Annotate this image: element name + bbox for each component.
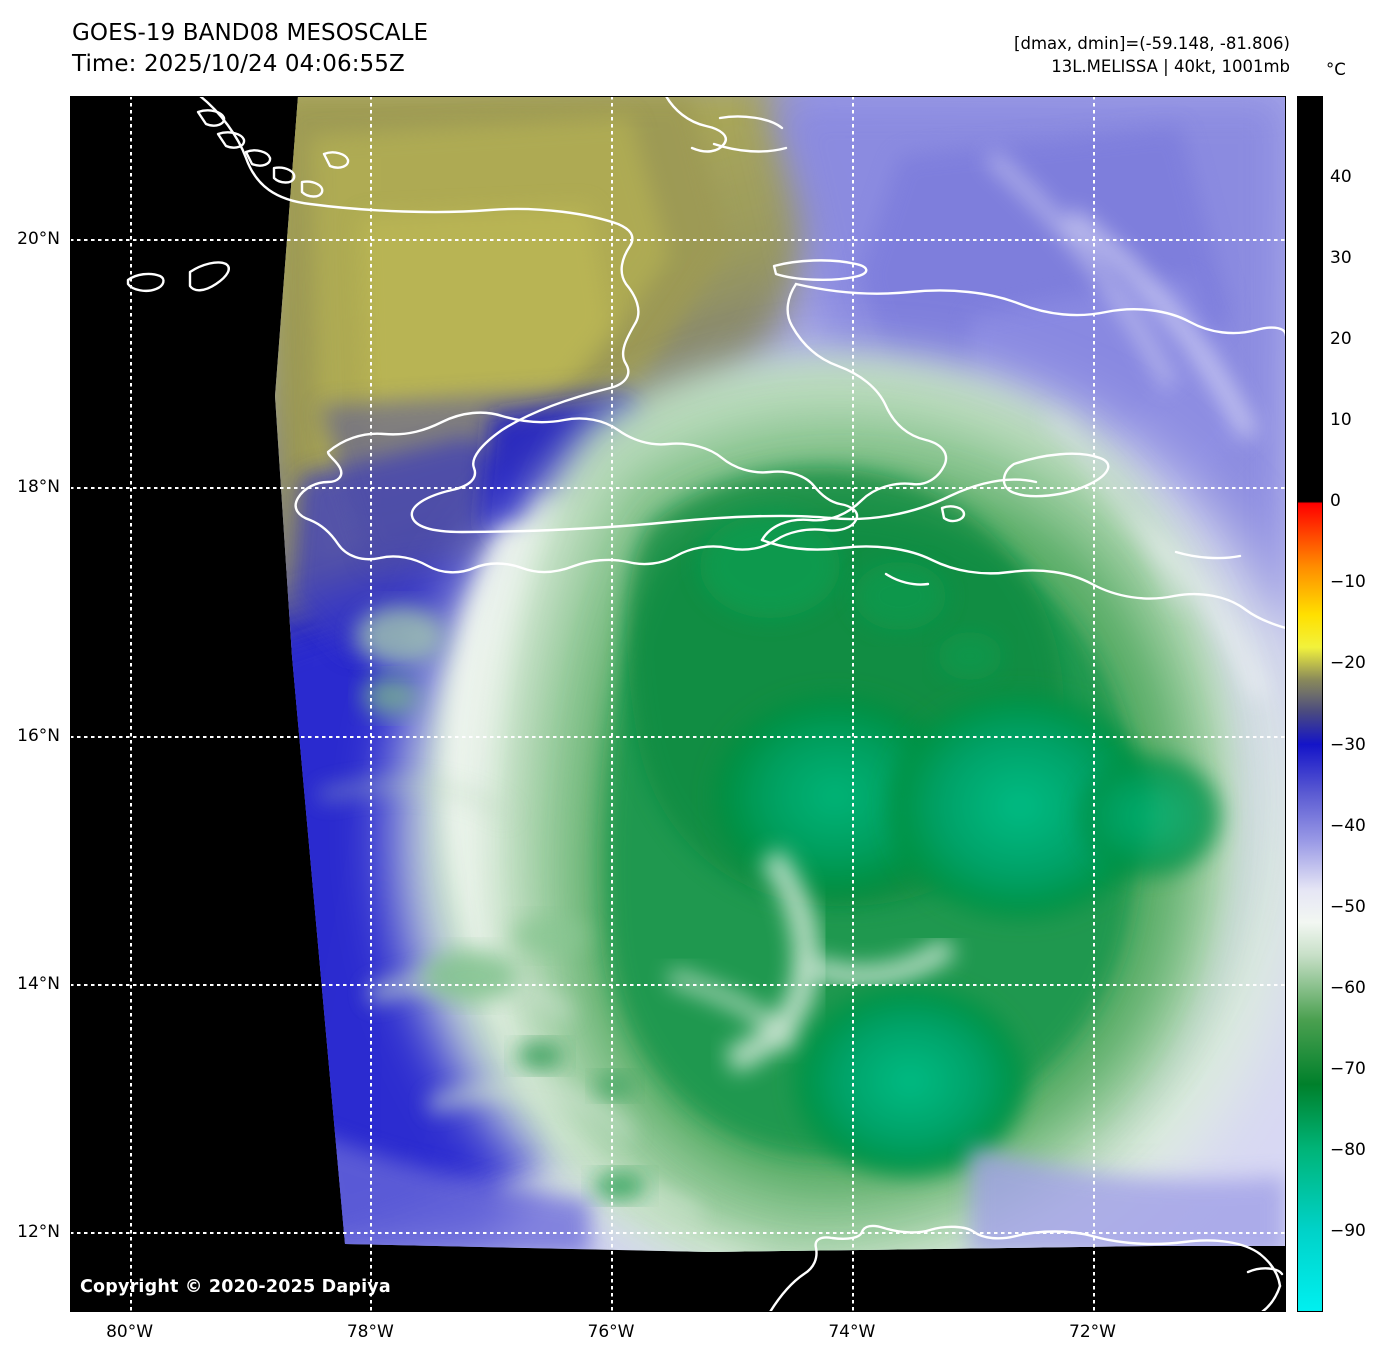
xtick-label: 72°W — [1069, 1322, 1116, 1342]
ytick-label: 14°N — [17, 973, 60, 994]
gridline-lat-12n — [70, 1231, 1286, 1235]
ytick-label: 20°N — [17, 229, 60, 250]
colorbar-tick-label: 10 — [1330, 410, 1352, 431]
copyright-label: Copyright © 2020-2025 Dapiya — [80, 1277, 391, 1297]
colorbar-tick-label: 20 — [1330, 329, 1352, 350]
colorbar-tick-label: −70 — [1330, 1058, 1366, 1079]
satellite-image-plot — [70, 96, 1286, 1312]
colorbar-tick-label: −10 — [1330, 572, 1366, 593]
ytick-label: 18°N — [17, 477, 60, 498]
gridline-lat-16n — [70, 735, 1286, 738]
colorbar-tick-label: −50 — [1330, 896, 1366, 917]
dmax-dmin-label: [dmax, dmin]=(-59.148, -81.806) — [1014, 34, 1290, 53]
gridline-lon-74w — [851, 96, 854, 1312]
gridline-lon-80w — [129, 96, 132, 1312]
colorbar-tick-label: 0 — [1330, 491, 1341, 512]
chart-meta-block: [dmax, dmin]=(-59.148, -81.806) 13L.MELI… — [1014, 32, 1290, 78]
colorbar-gradient — [1298, 97, 1322, 1311]
xtick-label: 74°W — [828, 1322, 876, 1342]
xtick-label: 80°W — [106, 1322, 154, 1342]
ytick-label: 16°N — [17, 725, 60, 746]
gridline-lat-14n — [70, 983, 1286, 986]
gridline-lat-18n — [70, 487, 1286, 490]
colorbar-tick-label: −60 — [1330, 977, 1366, 998]
colorbar-tick-label: −30 — [1330, 734, 1366, 755]
storm-info-label: 13L.MELISSA | 40kt, 1001mb — [1051, 57, 1290, 76]
gridline-lon-76w — [611, 96, 614, 1312]
colorbar-tick-label: −80 — [1330, 1139, 1366, 1160]
colorbar-tick-label: 40 — [1330, 167, 1352, 188]
timestamp-label: Time: 2025/10/24 04:06:55Z — [72, 51, 405, 77]
xtick-label: 78°W — [346, 1322, 394, 1342]
satellite-raster — [70, 96, 1286, 1312]
colorbar-tick-label: −20 — [1330, 653, 1366, 674]
chart-title-block: GOES-19 BAND08 MESOSCALE Time: 2025/10/2… — [72, 18, 428, 80]
xtick-label: 76°W — [587, 1322, 635, 1342]
ytick-label: 12°N — [17, 1221, 60, 1242]
colorbar-unit-label: °C — [1326, 60, 1346, 79]
colorbar — [1297, 96, 1323, 1312]
colorbar-tick-label: 30 — [1330, 248, 1352, 269]
colorbar-tick-label: −90 — [1330, 1220, 1366, 1241]
gridline-lat-20n — [70, 239, 1286, 242]
colorbar-tick-label: −40 — [1330, 815, 1366, 836]
gridline-lon-78w — [370, 96, 373, 1312]
gridline-lon-72w — [1092, 96, 1095, 1312]
page-title: GOES-19 BAND08 MESOSCALE — [72, 20, 429, 46]
